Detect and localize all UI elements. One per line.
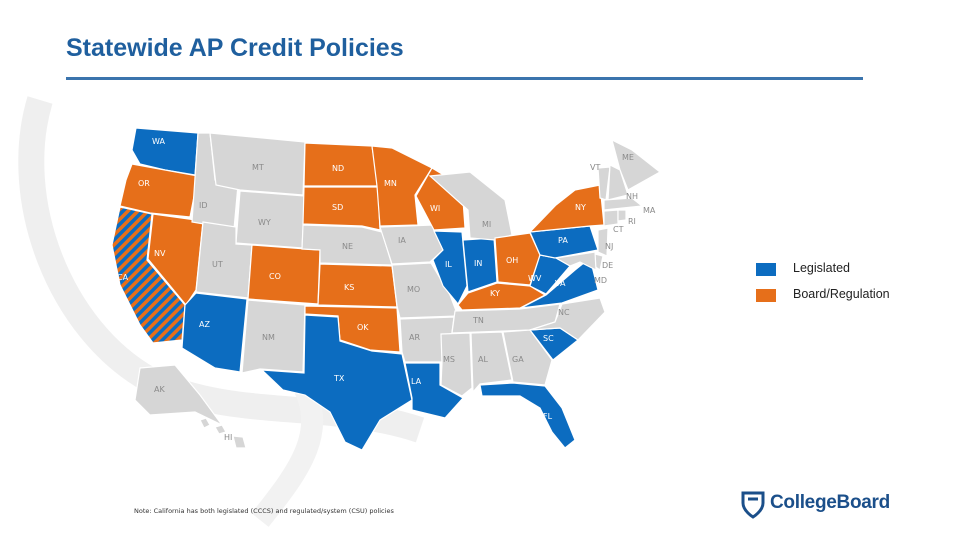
state-AZ bbox=[181, 292, 248, 373]
label-PA: PA bbox=[558, 236, 568, 245]
state-MA bbox=[603, 197, 644, 211]
state-MT bbox=[209, 132, 306, 196]
label-TN: TN bbox=[472, 316, 484, 325]
label-MN: MN bbox=[384, 179, 397, 188]
label-WA: WA bbox=[152, 137, 165, 146]
legend-swatch-board-regulation bbox=[756, 289, 776, 302]
label-NH: NH bbox=[626, 192, 638, 201]
legend-label-legislated: Legislated bbox=[793, 261, 850, 275]
label-OR: OR bbox=[138, 179, 150, 188]
label-OK: OK bbox=[357, 323, 369, 332]
label-SD: SD bbox=[332, 203, 343, 212]
label-GA: GA bbox=[512, 355, 524, 364]
state-OK bbox=[304, 305, 401, 353]
state-MN bbox=[371, 145, 433, 227]
label-AZ: AZ bbox=[199, 320, 210, 329]
label-ME: ME bbox=[622, 153, 634, 162]
state-CT bbox=[603, 209, 619, 227]
legend-label-board-regulation: Board/Regulation bbox=[793, 287, 890, 301]
state-MD bbox=[554, 251, 597, 271]
state-FL bbox=[479, 382, 576, 449]
label-AK: AK bbox=[154, 385, 165, 394]
state-KY bbox=[457, 282, 547, 311]
state-NM bbox=[241, 299, 306, 374]
label-NY: NY bbox=[575, 203, 586, 212]
label-KS: KS bbox=[344, 283, 354, 292]
state-VA bbox=[520, 256, 599, 309]
label-FL: FL bbox=[543, 412, 553, 421]
label-ID: ID bbox=[199, 201, 208, 210]
label-CA: CA bbox=[117, 273, 129, 282]
label-OH: OH bbox=[506, 256, 518, 265]
state-LA bbox=[404, 362, 464, 419]
label-NE: NE bbox=[342, 242, 353, 251]
logo-text: CollegeBoard bbox=[770, 492, 890, 513]
page-title: Statewide AP Credit Policies bbox=[66, 34, 404, 62]
label-NC: NC bbox=[558, 308, 570, 317]
label-IN: IN bbox=[474, 259, 482, 268]
label-CT: CT bbox=[613, 225, 624, 234]
state-KS bbox=[317, 263, 398, 308]
state-GA bbox=[502, 329, 553, 386]
state-NY bbox=[528, 184, 605, 233]
label-CO: CO bbox=[269, 272, 281, 281]
label-AL: AL bbox=[478, 355, 488, 364]
label-MD: MD bbox=[594, 276, 607, 285]
label-TX: TX bbox=[333, 374, 345, 383]
state-RI bbox=[617, 209, 627, 222]
state-HI bbox=[199, 417, 247, 449]
label-MT: MT bbox=[252, 163, 264, 172]
state-NJ bbox=[597, 227, 609, 257]
college-board-logo: CollegeBoard bbox=[740, 489, 925, 519]
label-MO: MO bbox=[407, 285, 420, 294]
state-ME bbox=[611, 138, 662, 191]
state-NH bbox=[607, 164, 629, 201]
label-NJ: NJ bbox=[605, 242, 613, 251]
label-WI: WI bbox=[430, 204, 440, 213]
label-KY: KY bbox=[490, 289, 500, 298]
state-MS bbox=[440, 332, 473, 397]
label-MS: MS bbox=[443, 355, 455, 364]
label-IA: IA bbox=[398, 236, 406, 245]
label-LA: LA bbox=[411, 377, 422, 386]
title-divider bbox=[66, 77, 863, 80]
state-CO bbox=[247, 244, 321, 305]
label-VA: VA bbox=[555, 279, 566, 288]
label-HI: HI bbox=[224, 433, 232, 442]
state-NE bbox=[301, 224, 393, 266]
label-SC: SC bbox=[543, 334, 554, 343]
state-SD bbox=[302, 186, 381, 231]
state-AR bbox=[399, 316, 455, 363]
label-VT: VT bbox=[590, 163, 600, 172]
label-MA: MA bbox=[643, 206, 656, 215]
label-WV: WV bbox=[528, 274, 542, 283]
label-WY: WY bbox=[258, 218, 271, 227]
label-AR: AR bbox=[409, 333, 420, 342]
state-NC bbox=[529, 297, 606, 341]
state-TX bbox=[260, 314, 413, 451]
acorn-shield-icon bbox=[741, 491, 765, 519]
label-UT: UT bbox=[212, 260, 223, 269]
label-RI: RI bbox=[628, 217, 636, 226]
label-NV: NV bbox=[154, 249, 166, 258]
state-CA bbox=[111, 206, 186, 344]
label-IL: IL bbox=[445, 260, 452, 269]
state-AL bbox=[470, 331, 513, 394]
label-ND: ND bbox=[332, 164, 344, 173]
state-AK bbox=[134, 364, 223, 426]
label-DE: DE bbox=[602, 261, 613, 270]
footnote: Note: California has both legislated (CC… bbox=[134, 507, 394, 515]
legend-swatch-legislated bbox=[756, 263, 776, 276]
label-NM: NM bbox=[262, 333, 275, 342]
label-MI: MI bbox=[482, 220, 491, 229]
